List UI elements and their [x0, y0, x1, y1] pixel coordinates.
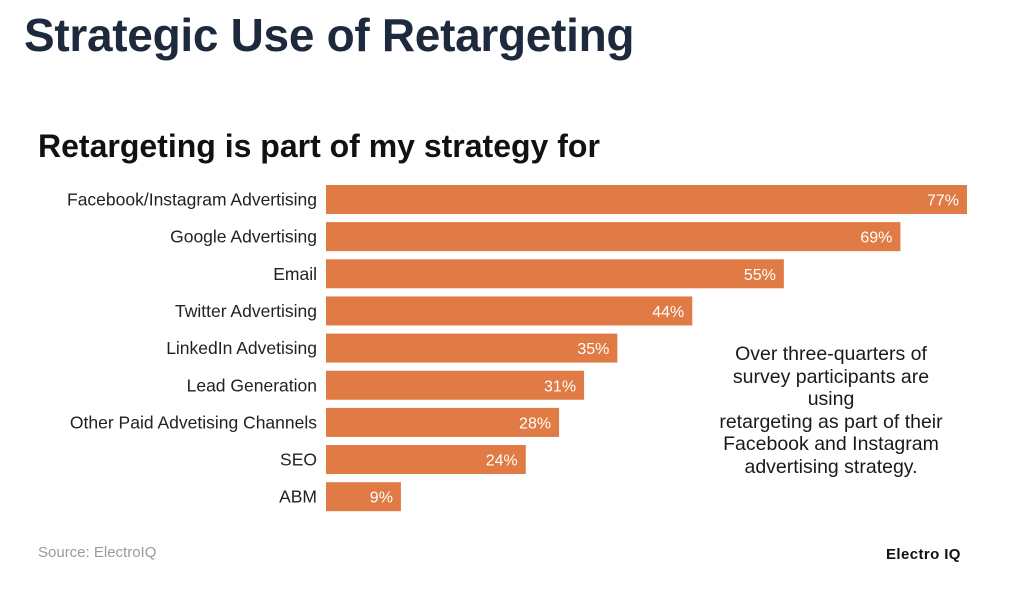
page-title: Strategic Use of Retargeting: [24, 9, 635, 61]
bar: [326, 296, 693, 326]
value-label: 31%: [544, 378, 576, 395]
bar: [326, 370, 585, 400]
annotation-line: Facebook and Instagram: [723, 433, 939, 455]
bar: [326, 259, 784, 289]
chart-annotation: Over three-quarters of survey participan…: [686, 343, 976, 478]
bar: [326, 407, 560, 437]
annotation-line: advertising strategy.: [744, 455, 918, 478]
category-label: Other Paid Advetising Channels: [70, 412, 317, 432]
bar: [326, 445, 526, 475]
category-label: Email: [273, 264, 317, 284]
value-label: 35%: [577, 341, 609, 358]
source-note: Source: ElectroIQ: [38, 544, 157, 561]
bar: [326, 482, 401, 512]
value-label: 24%: [486, 453, 518, 470]
annotation-line: using: [807, 388, 855, 410]
annotation-line: Over three-quarters of: [735, 343, 927, 365]
category-label: Twitter Advertising: [175, 301, 317, 321]
category-label: LinkedIn Advetising: [166, 338, 317, 358]
category-label: Facebook/Instagram Advertising: [67, 190, 317, 210]
annotation-line: survey participants are: [732, 365, 930, 388]
value-label: 9%: [370, 490, 393, 507]
category-label: Google Advertising: [170, 227, 317, 247]
value-label: 44%: [652, 304, 684, 321]
category-label: SEO: [280, 450, 317, 470]
value-label: 55%: [744, 267, 776, 284]
bar: [326, 333, 618, 363]
chart-title: Retargeting is part of my strategy for: [38, 128, 600, 164]
category-label: ABM: [279, 487, 317, 507]
value-label: 77%: [927, 193, 959, 210]
value-label: 28%: [519, 415, 551, 432]
annotation-line: retargeting as part of their: [719, 410, 943, 433]
category-label: Lead Generation: [187, 375, 317, 395]
brand-logo: Electro IQ: [886, 546, 961, 563]
bar: [326, 185, 967, 214]
value-label: 69%: [860, 230, 892, 247]
bar: [326, 222, 901, 252]
